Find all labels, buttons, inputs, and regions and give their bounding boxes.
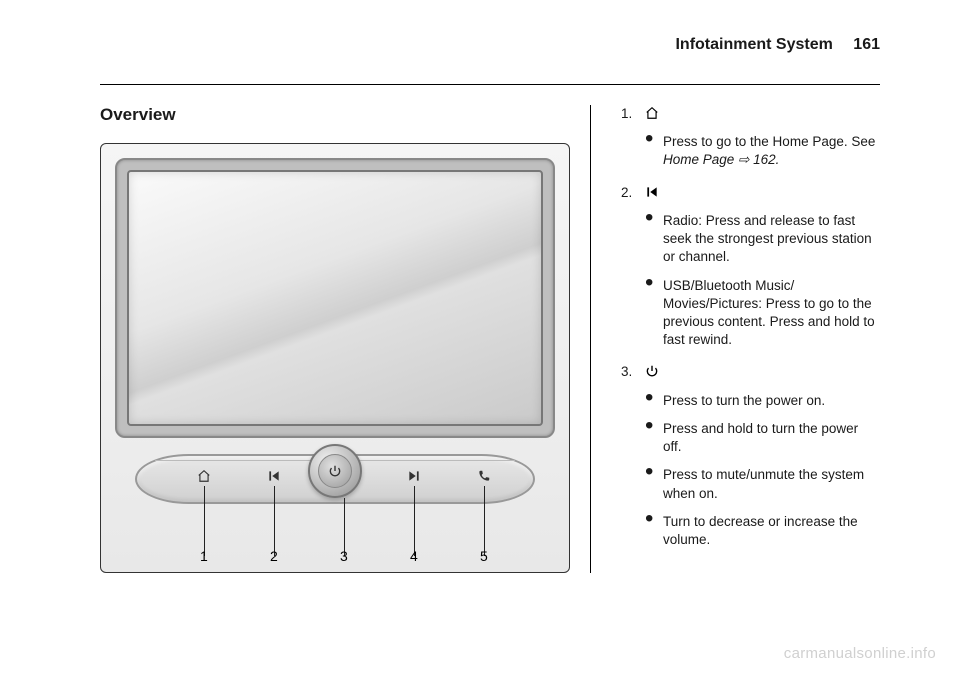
overview-heading: Overview	[100, 105, 570, 125]
callout-3: 3	[340, 548, 348, 564]
infotainment-figure: 1 2 3 4 5	[100, 143, 570, 573]
bullet-dot: •	[645, 513, 655, 549]
bullet-dot: •	[645, 277, 655, 350]
bullet: • Radio: Press and release to fast seek …	[645, 212, 880, 267]
bullet-text: Press and hold to turn the power off.	[663, 420, 880, 456]
phone-icon	[475, 468, 493, 484]
callout-5: 5	[480, 548, 488, 564]
watermark: carmanualsonline.info	[784, 645, 936, 662]
bullet-text: Press to mute/unmute the system when on.	[663, 466, 880, 502]
item-number: 3.	[621, 363, 637, 381]
leader-1	[204, 486, 205, 556]
bullet: • Press and hold to turn the power off.	[645, 420, 880, 456]
bullet-text: Radio: Press and release to fast seek th…	[663, 212, 880, 267]
bullet-text: USB/Bluetooth Music/ Movies/Pictures: Pr…	[663, 277, 880, 350]
section-name: Infotainment System	[675, 36, 832, 53]
leader-4	[414, 486, 415, 556]
item-number: 2.	[621, 184, 637, 202]
bullet-dot: •	[645, 466, 655, 502]
leader-2	[274, 486, 275, 556]
text-run: Press to go to the Home Page. See	[663, 134, 875, 149]
header-rule	[100, 84, 880, 85]
prev-track-icon	[645, 184, 659, 202]
bullet-dot: •	[645, 420, 655, 456]
leader-5	[484, 486, 485, 556]
prev-track-icon	[265, 468, 283, 484]
callout-2: 2	[270, 548, 278, 564]
page-header: Infotainment System 161	[675, 36, 880, 54]
bullet: • Press to turn the power on.	[645, 392, 880, 410]
bullet: • Turn to decrease or increase the volum…	[645, 513, 880, 549]
list-item-2: 2.	[621, 184, 880, 202]
bullet: • Press to go to the Home Page. See Home…	[645, 133, 880, 169]
home-icon	[195, 468, 213, 484]
bullet-dot: •	[645, 392, 655, 410]
bullet-text: Turn to decrease or increase the volume.	[663, 513, 880, 549]
list-item-3: 3.	[621, 363, 880, 381]
power-volume-knob	[308, 444, 362, 498]
bullet-dot: •	[645, 212, 655, 267]
home-icon	[645, 105, 659, 123]
page-number: 161	[853, 36, 880, 53]
callout-4: 4	[410, 548, 418, 564]
bullet-text: Press to go to the Home Page. See Home P…	[663, 133, 880, 169]
control-panel	[115, 454, 555, 524]
bullet: • USB/Bluetooth Music/ Movies/Pictures: …	[645, 277, 880, 350]
display-screen	[127, 170, 543, 426]
callout-1: 1	[200, 548, 208, 564]
list-item-1: 1.	[621, 105, 880, 123]
power-icon	[328, 464, 342, 478]
display-bezel	[115, 158, 555, 438]
next-track-icon	[405, 468, 423, 484]
bullet-dot: •	[645, 133, 655, 169]
power-icon	[645, 363, 659, 381]
xref: ⇨ 162.	[734, 152, 779, 167]
text-italic: Home Page	[663, 152, 734, 167]
bullet-text: Press to turn the power on.	[663, 392, 825, 410]
item-number: 1.	[621, 105, 637, 123]
bullet: • Press to mute/unmute the system when o…	[645, 466, 880, 502]
